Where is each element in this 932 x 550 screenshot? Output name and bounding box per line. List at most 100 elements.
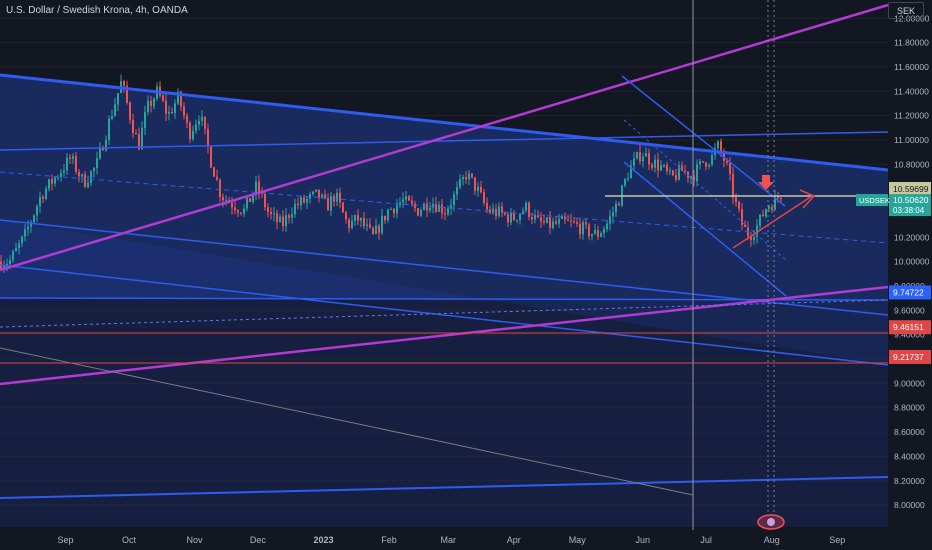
candle-body <box>78 171 80 177</box>
candle-body <box>96 158 98 169</box>
candle-body <box>21 236 23 244</box>
candle-body <box>597 230 599 237</box>
candle-body <box>36 206 38 216</box>
gridlines <box>0 17 888 506</box>
candle-body <box>696 164 698 182</box>
last-price-label: 10.50620 <box>893 195 929 205</box>
candle-body <box>681 165 683 171</box>
candle-body <box>171 112 173 114</box>
y-tick-label: 8.00000 <box>894 500 925 510</box>
candle-body <box>48 179 50 189</box>
candle-body <box>429 207 431 211</box>
candle-body <box>357 215 359 221</box>
dashed-channel-mid <box>0 171 889 244</box>
candle-body <box>69 157 71 159</box>
candle-body <box>189 122 191 140</box>
candle-body <box>270 212 272 215</box>
time-axis[interactable]: Sep Oct Nov Dec 2023 Feb Mar Apr May Jun Jul Aug Sep <box>58 514 846 545</box>
candle-body <box>582 222 584 235</box>
candle-body <box>141 127 143 150</box>
x-tick-label: Sep <box>829 535 845 545</box>
candle-body <box>240 212 242 214</box>
candle-body <box>237 210 239 213</box>
candle-body <box>630 165 632 179</box>
x-tick-label: Mar <box>440 535 456 545</box>
candle-body <box>456 187 458 195</box>
candle-body <box>591 234 593 237</box>
candle-body <box>573 221 575 223</box>
candle-body <box>201 116 203 121</box>
price-axis[interactable]: 12.0000011.8000011.6000011.4000011.20000… <box>894 13 930 510</box>
gray-trend-line <box>0 347 694 496</box>
x-tick-label: Feb <box>381 535 397 545</box>
candle-body <box>609 216 611 224</box>
candle-body <box>312 191 314 194</box>
candle-body <box>369 224 371 228</box>
candle-body <box>579 223 581 235</box>
candle-body <box>150 100 152 107</box>
candle-body <box>699 160 701 165</box>
candle-body <box>471 173 473 178</box>
candle-body <box>504 212 506 215</box>
candle-body <box>216 176 218 180</box>
candle-body <box>555 221 557 224</box>
y-tick-label: 10.20000 <box>894 232 930 242</box>
candle-body <box>585 222 587 225</box>
candle-body <box>543 221 545 223</box>
level-badge-label: 9.74722 <box>893 287 924 297</box>
candle-body <box>540 217 542 222</box>
candle-body <box>108 118 110 140</box>
candle-body <box>561 216 563 220</box>
resistance-trend-line <box>0 131 889 151</box>
candle-body <box>339 192 341 203</box>
last-price-badge <box>889 194 931 217</box>
candle-body <box>147 100 149 113</box>
countdown-label: 03:38:04 <box>893 206 925 215</box>
candle-body <box>12 251 14 261</box>
candle-body <box>231 202 233 208</box>
currency-button[interactable]: SEK <box>888 2 924 19</box>
candle-body <box>66 157 68 171</box>
candle-body <box>438 204 440 212</box>
candle-body <box>516 219 518 221</box>
x-tick-label: Nov <box>187 535 204 545</box>
candle-body <box>711 154 713 165</box>
candle-body <box>222 197 224 201</box>
y-tick-label: 8.40000 <box>894 451 925 461</box>
candle-body <box>57 177 59 179</box>
candle-body <box>348 219 350 229</box>
candle-body <box>672 170 674 176</box>
x-tick-label: 2023 <box>313 535 333 545</box>
candle-body <box>537 215 539 218</box>
candle-body <box>465 177 467 180</box>
candle-body <box>246 197 248 209</box>
candle-body <box>393 208 395 214</box>
candle-body <box>153 98 155 107</box>
candle-body <box>564 216 566 220</box>
candle-body <box>177 91 179 104</box>
candle-body <box>627 178 629 180</box>
candle-body <box>486 202 488 210</box>
candle-body <box>771 206 773 210</box>
candle-body <box>432 204 434 208</box>
candle-body <box>315 189 317 192</box>
x-tick-label: Apr <box>507 535 521 545</box>
level-badge <box>889 320 931 335</box>
purple-support-line <box>0 285 889 386</box>
y-tick-label: 11.40000 <box>894 86 929 96</box>
candle-body <box>198 120 200 125</box>
trend-drawings[interactable] <box>0 0 889 530</box>
candle-body <box>612 212 614 217</box>
candle-body <box>768 206 770 209</box>
candle-body <box>192 130 194 140</box>
candle-body <box>363 217 365 227</box>
candle-body <box>360 217 362 221</box>
candle-body <box>726 160 728 163</box>
candle-body <box>93 168 95 172</box>
candle-body <box>3 265 5 269</box>
candle-body <box>60 172 62 178</box>
candle-body <box>762 214 764 217</box>
candle-body <box>75 156 77 172</box>
y-tick-label: 8.60000 <box>894 427 925 437</box>
